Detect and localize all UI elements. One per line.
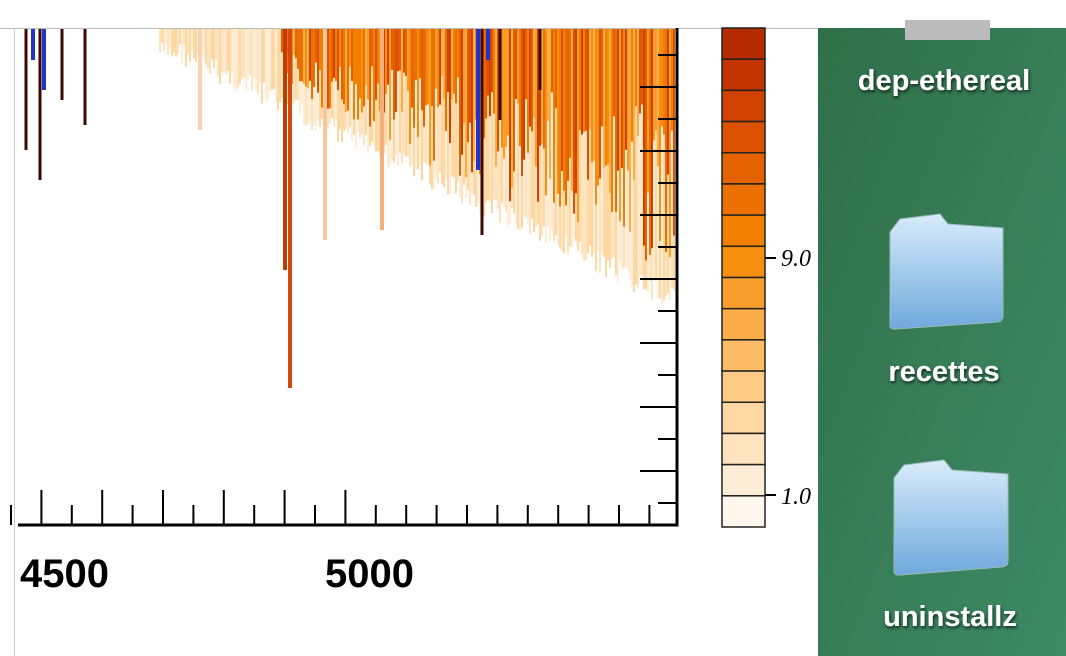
colorbar-segment [721,370,766,403]
desktop-icon[interactable]: recettes [888,213,1004,388]
colorbar-segment [721,89,766,123]
x-tick-label: 5000 [325,552,414,596]
colorbar [721,27,776,528]
plot-frame [10,28,679,527]
desktop-icon[interactable]: uninstallz [883,459,1017,633]
colorbar-segment [721,307,766,341]
icon-label: uninstallz [883,601,1017,633]
colorbar-segment [721,214,766,248]
colorbar-segment [721,27,766,60]
colorbar-segment [721,58,766,92]
folder-icon [905,20,990,40]
folder-icon [893,459,1009,576]
colorbar-segment [721,245,766,279]
colorbar-segment [721,463,766,497]
x-tick-label: 4500 [20,552,109,596]
colorbar-segment [721,152,766,185]
colorbar-segment [721,401,766,435]
colorbar-segment [721,495,766,528]
icon-label: recettes [888,356,999,388]
spectrum [24,29,675,388]
icon-label: dep-ethereal [858,65,1030,97]
colorbar-segment [721,276,766,310]
colorbar-label: 9.0 [781,246,811,272]
axes-frame [18,28,679,527]
colorbar-segment [721,183,766,216]
colorbar-segment [721,339,766,372]
colorbar-label: 1.0 [781,484,811,510]
colorbar-segment [721,432,766,466]
top-bar [0,0,1066,28]
desktop-icon[interactable]: dep-ethereal [858,20,1030,97]
colorbar-segment [721,120,766,154]
folder-icon [889,213,1004,330]
